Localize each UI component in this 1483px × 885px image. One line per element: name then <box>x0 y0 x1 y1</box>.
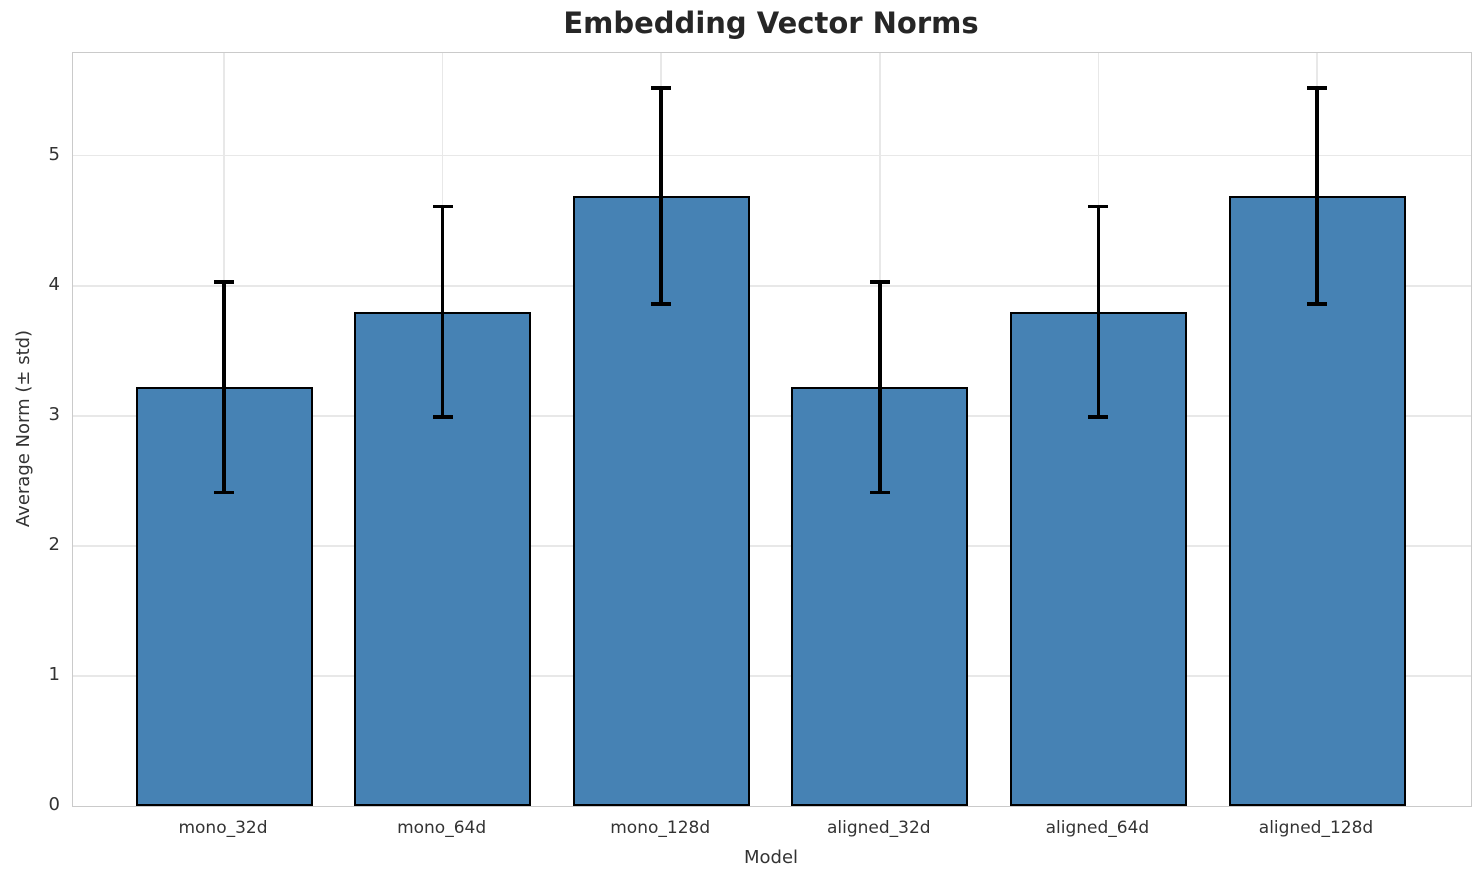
gridline-horizontal <box>73 154 1471 157</box>
plot-area <box>72 52 1472 807</box>
y-tick-label: 5 <box>48 143 60 165</box>
error-bar-cap-bottom-mono_64d <box>432 415 453 419</box>
error-bar-line-aligned_128d <box>1315 88 1319 304</box>
y-tick-label: 3 <box>48 403 60 425</box>
error-bar-cap-top-mono_128d <box>651 86 672 90</box>
y-tick-label: 4 <box>48 273 60 295</box>
gridline-horizontal <box>73 545 1471 547</box>
chart-title: Embedding Vector Norms <box>563 6 979 40</box>
y-axis-label: Average Norm (± std) <box>13 329 35 528</box>
x-axis-label: Model <box>743 847 799 868</box>
x-tick-label-aligned_128d: aligned_128d <box>1258 818 1374 838</box>
x-tick-label-aligned_64d: aligned_64d <box>1045 818 1150 838</box>
x-tick-label-mono_64d: mono_64d <box>397 818 487 838</box>
x-tick-label-mono_128d: mono_128d <box>610 818 711 838</box>
error-bar-cap-bottom-aligned_128d <box>1307 302 1327 306</box>
error-bar-cap-bottom-aligned_32d <box>869 490 890 495</box>
error-bar-line-aligned_64d <box>1096 206 1101 418</box>
error-bar-cap-top-aligned_32d <box>869 280 890 284</box>
y-tick-label: 1 <box>48 663 60 685</box>
gridline-horizontal <box>73 285 1471 287</box>
y-tick-label: 0 <box>48 794 60 815</box>
gridline-horizontal <box>73 415 1471 417</box>
y-tick-label: 2 <box>48 533 60 555</box>
error-bar-cap-bottom-mono_128d <box>651 302 672 306</box>
error-bar-line-aligned_32d <box>878 281 882 493</box>
gridline-horizontal <box>73 675 1471 677</box>
error-bar-line-mono_128d <box>659 88 663 304</box>
error-bar-line-mono_64d <box>440 206 445 418</box>
error-bar-cap-top-aligned_64d <box>1088 204 1109 209</box>
error-bar-cap-top-mono_64d <box>432 204 453 209</box>
error-bar-line-mono_32d <box>222 281 226 493</box>
error-bar-cap-top-mono_32d <box>214 280 234 284</box>
x-tick-label-aligned_32d: aligned_32d <box>826 818 931 838</box>
x-tick-label-mono_32d: mono_32d <box>178 818 268 838</box>
error-bar-cap-bottom-mono_32d <box>214 490 234 495</box>
error-bar-cap-bottom-aligned_64d <box>1088 415 1109 419</box>
error-bar-cap-top-aligned_128d <box>1307 86 1327 90</box>
